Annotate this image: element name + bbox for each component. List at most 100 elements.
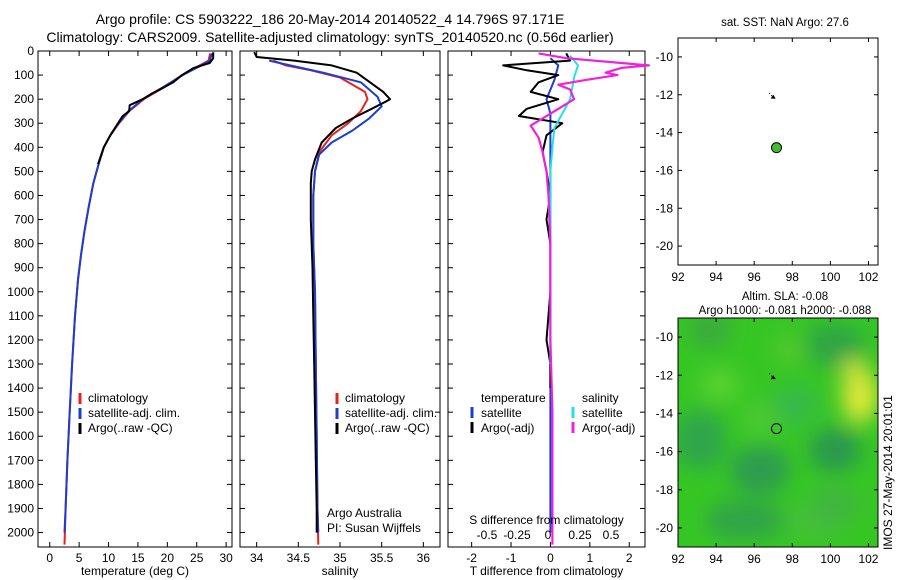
plot-frame-temperature bbox=[37, 50, 233, 548]
y-tick-label: 900 bbox=[14, 261, 34, 275]
x-tick-label: 25 bbox=[190, 551, 204, 565]
map-y-tick-label: -14 bbox=[656, 406, 674, 420]
map-x-tick-label: 98 bbox=[786, 270, 800, 284]
s-tick-label: 0 bbox=[545, 528, 552, 542]
series-line-s-argo-adj- bbox=[529, 52, 651, 545]
map-x-tick-label: 94 bbox=[709, 552, 723, 566]
x-tick-label: -1 bbox=[506, 551, 517, 565]
x-tick-label: 0 bbox=[547, 551, 554, 565]
y-tick-label: 100 bbox=[14, 68, 34, 82]
map-x-tick-label: 100 bbox=[820, 552, 840, 566]
legend-label: Argo(-adj) bbox=[582, 421, 635, 435]
s-tick-label: 0.5 bbox=[603, 528, 620, 542]
legend-label: satellite-adj. clim. bbox=[345, 406, 437, 420]
x-tick-label: 15 bbox=[131, 551, 145, 565]
s-tick-label: 0.25 bbox=[568, 528, 592, 542]
sla-blob bbox=[771, 385, 819, 425]
credit-line-1: Argo Australia bbox=[327, 506, 402, 520]
legend-heading-salinity: salinity bbox=[582, 391, 619, 405]
y-tick-label: 0 bbox=[27, 44, 34, 58]
sla-blob bbox=[774, 336, 806, 364]
y-tick-label: 2000 bbox=[7, 526, 34, 540]
sla-blob bbox=[688, 318, 732, 348]
map-y-tick-label: -20 bbox=[656, 239, 674, 253]
s-tick-label: -0.5 bbox=[477, 528, 498, 542]
map-y-tick-label: -10 bbox=[656, 330, 674, 344]
sla-blob bbox=[809, 428, 861, 472]
y-tick-label: 1800 bbox=[7, 477, 34, 491]
sla-heatmap bbox=[678, 318, 878, 547]
map-y-tick-label: -18 bbox=[656, 201, 674, 215]
legend-label: climatology bbox=[88, 391, 148, 405]
legend-heading-temperature: temperature bbox=[481, 391, 546, 405]
sla-blobs bbox=[678, 318, 878, 540]
sla-blob bbox=[678, 410, 726, 470]
y-tick-label: 400 bbox=[14, 140, 34, 154]
x-tick-label: 5 bbox=[76, 551, 83, 565]
track-end-marker bbox=[770, 94, 776, 99]
series-line-argo bbox=[97, 52, 215, 165]
y-tick-label: 700 bbox=[14, 213, 34, 227]
y-tick-label: 500 bbox=[14, 164, 34, 178]
map-y-tick-label: -12 bbox=[656, 88, 674, 102]
series-line-satellite-adj-clim- bbox=[63, 53, 213, 533]
plot-frame-differences bbox=[447, 50, 646, 548]
x-tick-label: -2 bbox=[466, 551, 477, 565]
map-x-tick-label: 92 bbox=[671, 270, 685, 284]
sla-blob bbox=[700, 369, 740, 401]
y-tick-label: 800 bbox=[14, 237, 34, 251]
map-x-tick-label: 94 bbox=[709, 270, 723, 284]
map-y-tick-label: -18 bbox=[656, 483, 674, 497]
y-tick-label: 1600 bbox=[7, 429, 34, 443]
legend-label: satellite bbox=[481, 406, 522, 420]
y-tick-label: 1500 bbox=[7, 405, 34, 419]
legend-label: Argo(-adj) bbox=[481, 421, 534, 435]
map-y-tick-label: -20 bbox=[656, 521, 674, 535]
y-tick-label: 1400 bbox=[7, 381, 34, 395]
x-tick-label: 20 bbox=[161, 551, 175, 565]
x-tick-label: 36 bbox=[417, 551, 431, 565]
map-x-tick-label: 100 bbox=[820, 270, 840, 284]
map-x-tick-label: 102 bbox=[858, 270, 878, 284]
sla-blob bbox=[811, 485, 859, 525]
float-position-marker bbox=[770, 142, 782, 154]
y-tick-label: 600 bbox=[14, 188, 34, 202]
sla-blob bbox=[742, 402, 778, 438]
y-tick-label: 200 bbox=[14, 92, 34, 106]
legend-label: Argo(..raw -QC) bbox=[345, 421, 430, 435]
map-x-tick-label: 96 bbox=[748, 552, 762, 566]
series-line-satellite-adj-clim- bbox=[268, 59, 383, 533]
x-axis-label: temperature (deg C) bbox=[81, 564, 189, 578]
x-tick-label: 0 bbox=[46, 551, 53, 565]
map-x-tick-label: 98 bbox=[786, 552, 800, 566]
x-tick-label: 30 bbox=[219, 551, 233, 565]
x-tick-label: 35 bbox=[333, 551, 347, 565]
map-y-tick-label: -12 bbox=[656, 368, 674, 382]
map-x-tick-label: 102 bbox=[858, 552, 878, 566]
x-tick-label: 35.5 bbox=[370, 551, 394, 565]
legend-label: climatology bbox=[345, 391, 405, 405]
x-tick-label: 10 bbox=[102, 551, 116, 565]
plot-frame-salinity bbox=[239, 50, 441, 548]
map-frame-sla_map bbox=[677, 317, 879, 548]
legend-label: Argo(..raw -QC) bbox=[88, 421, 173, 435]
x-axis-label-top: S difference from climatology bbox=[469, 513, 624, 527]
map-x-tick-label: 92 bbox=[671, 552, 685, 566]
y-tick-label: 1900 bbox=[7, 501, 34, 515]
legend-label: satellite-adj. clim. bbox=[88, 406, 180, 420]
title-line-1: Argo profile: CS 5903222_186 20-May-2014… bbox=[95, 11, 565, 27]
y-tick-label: 300 bbox=[14, 116, 34, 130]
imos-stamp: IMOS 27-May-2014 20:01:01 bbox=[881, 395, 895, 550]
y-tick-label: 1300 bbox=[7, 357, 34, 371]
map-y-tick-label: -10 bbox=[656, 50, 674, 64]
x-tick-label: 34 bbox=[250, 551, 264, 565]
series-line-argo bbox=[253, 51, 391, 533]
track-end-marker bbox=[770, 375, 776, 380]
float-track bbox=[769, 92, 774, 98]
sla-blob bbox=[730, 446, 790, 494]
s-tick-label: -0.25 bbox=[503, 528, 531, 542]
sla-blob bbox=[805, 323, 865, 367]
x-tick-label: 1 bbox=[586, 551, 593, 565]
map-x-tick-label: 96 bbox=[748, 270, 762, 284]
